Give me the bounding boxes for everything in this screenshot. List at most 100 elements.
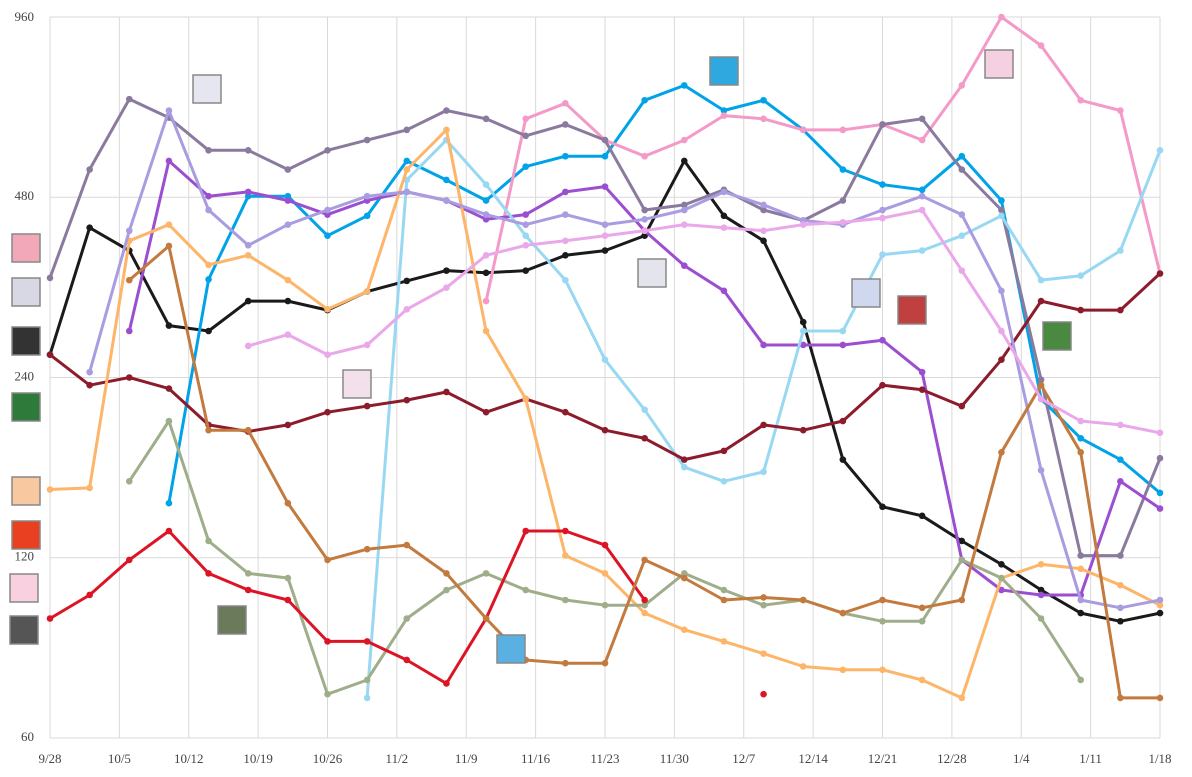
point [562, 188, 569, 196]
point [522, 395, 530, 403]
point [1156, 454, 1164, 462]
point [1117, 456, 1124, 463]
point [839, 166, 847, 173]
point [918, 192, 926, 200]
point [46, 351, 54, 358]
point [324, 211, 331, 218]
point [1117, 617, 1124, 625]
point [1156, 609, 1164, 617]
point [363, 545, 371, 553]
point [839, 327, 847, 335]
point [324, 351, 331, 358]
x-tick-label: 12/14 [798, 751, 828, 766]
point [998, 13, 1005, 21]
point [601, 601, 609, 609]
point [482, 197, 490, 204]
icon [9, 615, 39, 645]
point [958, 152, 966, 160]
point [1117, 604, 1124, 612]
point [363, 676, 371, 684]
point [284, 221, 292, 228]
point [641, 434, 648, 442]
line [484, 15, 1162, 302]
point [601, 247, 609, 254]
point [641, 596, 648, 604]
point [760, 206, 767, 214]
icon [897, 295, 927, 325]
x-tick-label: 1/11 [1079, 751, 1102, 766]
point [363, 288, 371, 295]
point [244, 251, 252, 259]
point [125, 478, 133, 485]
point [165, 417, 173, 425]
point [482, 251, 490, 259]
point [205, 327, 212, 335]
point [165, 499, 173, 507]
point [998, 561, 1005, 568]
point [918, 247, 926, 254]
point [680, 206, 688, 214]
x-tick-label: 12/7 [732, 751, 756, 766]
icon [1042, 321, 1072, 351]
point [958, 232, 966, 240]
point [443, 680, 450, 687]
point [443, 388, 450, 396]
point [601, 221, 609, 228]
point [403, 396, 411, 404]
point [958, 694, 966, 702]
point [958, 267, 966, 274]
point [1156, 146, 1164, 154]
x-tick-label: 10/26 [313, 751, 343, 766]
point [1037, 466, 1045, 474]
point [958, 556, 966, 564]
point [1156, 694, 1164, 702]
point [601, 183, 609, 190]
point [562, 121, 569, 128]
point [125, 556, 133, 564]
point [998, 586, 1005, 594]
point [1077, 565, 1085, 573]
point [403, 277, 411, 285]
point [918, 604, 926, 612]
point [205, 276, 212, 283]
point [443, 107, 450, 114]
point [244, 297, 252, 305]
point [522, 527, 530, 535]
point [601, 152, 609, 160]
x-tick-label: 11/23 [590, 751, 619, 766]
point [363, 212, 371, 220]
point [680, 262, 688, 269]
icon [192, 74, 222, 104]
icon [11, 476, 41, 506]
icon [11, 277, 41, 307]
point [1117, 421, 1124, 429]
point [918, 186, 926, 194]
point [443, 176, 450, 184]
point [720, 596, 728, 604]
point [522, 211, 530, 218]
point [244, 188, 252, 196]
y-tick-label: 60 [21, 729, 34, 744]
point [165, 221, 173, 228]
point [443, 267, 450, 274]
point [641, 609, 648, 617]
point [958, 82, 966, 89]
point [720, 188, 728, 196]
icon [11, 520, 41, 550]
point [879, 121, 886, 128]
point [998, 206, 1005, 214]
point [205, 146, 212, 154]
point [839, 456, 847, 463]
x-tick-label: 9/28 [38, 751, 61, 766]
icon [637, 258, 667, 288]
point [879, 251, 886, 258]
point [244, 146, 252, 154]
point [998, 212, 1005, 220]
point [799, 126, 807, 134]
point [601, 570, 609, 577]
point [284, 596, 292, 604]
point [760, 421, 767, 429]
icon [496, 634, 526, 664]
point [720, 638, 728, 645]
point [680, 456, 688, 463]
